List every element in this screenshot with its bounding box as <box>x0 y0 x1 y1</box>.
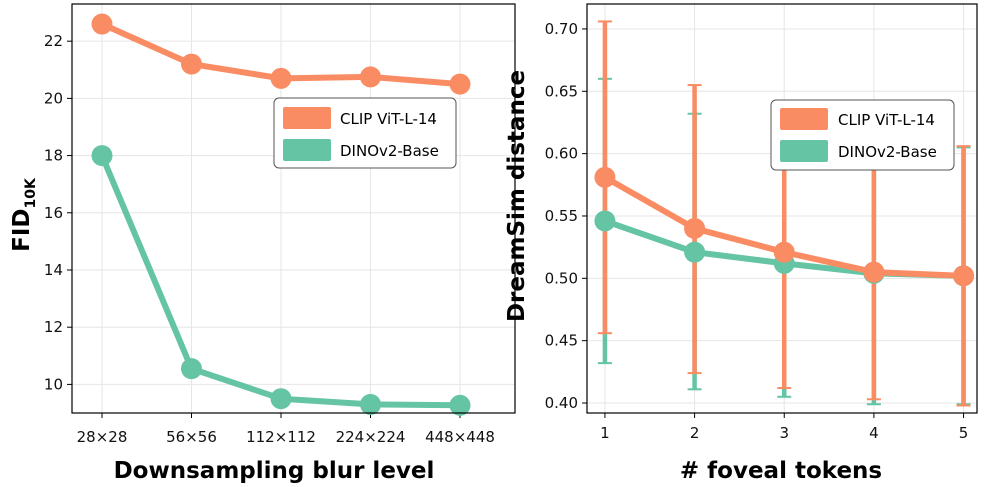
left-y-tick-label: 22 <box>44 32 63 50</box>
left-y-axis-label-main: FID <box>9 208 35 251</box>
right-chart-dreamsim: 0.40 0.45 0.50 0.55 0.60 0.65 0.70 1 2 3 4 5 CLIP … <box>504 3 978 484</box>
right-y-tick-label: 0.45 <box>545 332 578 350</box>
right-y-tick-label: 0.70 <box>545 20 578 38</box>
left-y-axis-label: FID10K <box>9 177 39 252</box>
right-x-tick-label: 2 <box>690 424 700 442</box>
right-legend-swatch-dino <box>780 140 828 162</box>
right-point-clip <box>773 241 795 263</box>
left-point-dino <box>360 393 381 415</box>
right-x-ticks: 1 2 3 4 5 <box>600 413 968 442</box>
right-legend-swatch-clip <box>780 108 828 130</box>
left-point-dino <box>181 358 202 380</box>
right-legend: CLIP ViT-L-14 DINOv2-Base <box>770 99 955 171</box>
right-x-tick-label: 1 <box>600 424 610 442</box>
left-chart-fid: 10 12 14 16 18 20 22 28×28 56×56 112×112 224×224 4… <box>9 3 516 484</box>
right-point-clip <box>863 261 885 283</box>
left-x-tick-label: 112×112 <box>246 428 316 446</box>
left-point-dino <box>91 145 113 167</box>
right-y-axis-label: DreamSim distance <box>504 70 530 322</box>
left-y-tick-label: 18 <box>44 147 63 165</box>
left-x-tick-label: 28×28 <box>77 428 128 446</box>
right-y-tick-label: 0.60 <box>545 145 578 163</box>
left-x-tick-label: 224×224 <box>336 428 406 446</box>
right-point-clip <box>594 166 616 188</box>
left-y-tick-label: 10 <box>44 375 63 393</box>
right-legend-label-clip: CLIP ViT-L-14 <box>838 111 935 129</box>
right-x-tick-label: 3 <box>779 424 789 442</box>
right-y-ticks: 0.40 0.45 0.50 0.55 0.60 0.65 0.70 <box>545 20 587 412</box>
left-y-ticks: 10 12 14 16 18 20 22 <box>44 32 72 393</box>
right-legend-label-dino: DINOv2-Base <box>838 143 937 161</box>
left-legend-swatch-clip <box>283 107 331 129</box>
left-legend-label-clip: CLIP ViT-L-14 <box>340 110 437 128</box>
left-point-clip <box>181 53 202 75</box>
left-point-clip <box>270 67 292 89</box>
right-x-tick-label: 5 <box>959 424 969 442</box>
left-y-tick-label: 20 <box>44 89 63 107</box>
right-x-tick-label: 4 <box>869 424 879 442</box>
right-axes-frame <box>586 3 978 414</box>
left-legend: CLIP ViT-L-14 DINOv2-Base <box>273 97 457 169</box>
left-series <box>91 13 471 416</box>
right-y-tick-label: 0.40 <box>545 394 578 412</box>
right-point-dino <box>684 241 706 263</box>
left-y-tick-label: 16 <box>44 204 63 222</box>
left-x-ticks: 28×28 56×56 112×112 224×224 448×448 <box>77 413 495 446</box>
left-y-tick-label: 14 <box>44 261 63 279</box>
right-point-clip <box>953 265 975 287</box>
right-x-axis-label: # foveal tokens <box>680 458 882 484</box>
left-point-clip <box>360 66 381 88</box>
left-y-axis-label-sub: 10K <box>23 177 39 208</box>
left-legend-label-dino: DINOv2-Base <box>340 142 439 160</box>
right-point-dino <box>594 210 616 232</box>
right-series <box>594 20 975 407</box>
left-point-clip <box>91 13 113 35</box>
left-x-tick-label: 56×56 <box>166 428 217 446</box>
left-y-tick-label: 12 <box>44 318 63 336</box>
right-y-tick-label: 0.65 <box>545 82 578 100</box>
left-point-clip <box>449 73 471 95</box>
right-y-tick-label: 0.50 <box>545 269 578 287</box>
left-grid <box>72 4 515 413</box>
left-point-dino <box>270 388 292 410</box>
left-x-tick-label: 448×448 <box>425 428 495 446</box>
left-legend-swatch-dino <box>283 139 331 161</box>
right-point-clip <box>684 217 706 239</box>
left-x-axis-label: Downsampling blur level <box>114 458 435 484</box>
left-point-dino <box>449 394 471 416</box>
right-y-tick-label: 0.55 <box>545 207 578 225</box>
left-axes-frame <box>71 3 516 414</box>
